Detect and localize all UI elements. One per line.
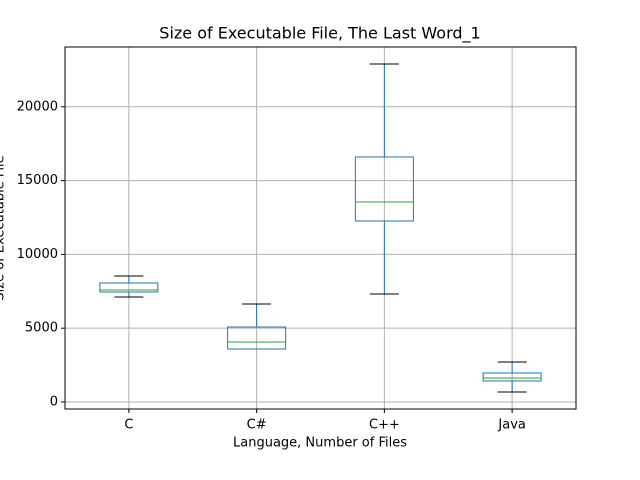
plot-frame — [64, 46, 577, 410]
x-tick-label: Java — [497, 418, 525, 433]
x-tick-label: C# — [247, 418, 267, 433]
box — [354, 156, 414, 222]
box — [227, 326, 287, 350]
x-axis-label: Language, Number of Files — [233, 436, 407, 451]
y-tick-label: 15000 — [17, 173, 58, 188]
y-tick-label: 10000 — [17, 247, 58, 262]
box — [99, 282, 159, 293]
y-tick-label: 5000 — [25, 321, 58, 336]
box — [482, 372, 542, 382]
x-tick-label: C — [124, 418, 133, 433]
y-tick-label: 0 — [50, 394, 58, 409]
chart-title: Size of Executable File, The Last Word_1 — [159, 24, 480, 44]
y-tick-label: 20000 — [17, 99, 58, 114]
x-tick-label: C++ — [369, 418, 400, 433]
y-axis-label: Size of Executable File — [0, 155, 8, 300]
